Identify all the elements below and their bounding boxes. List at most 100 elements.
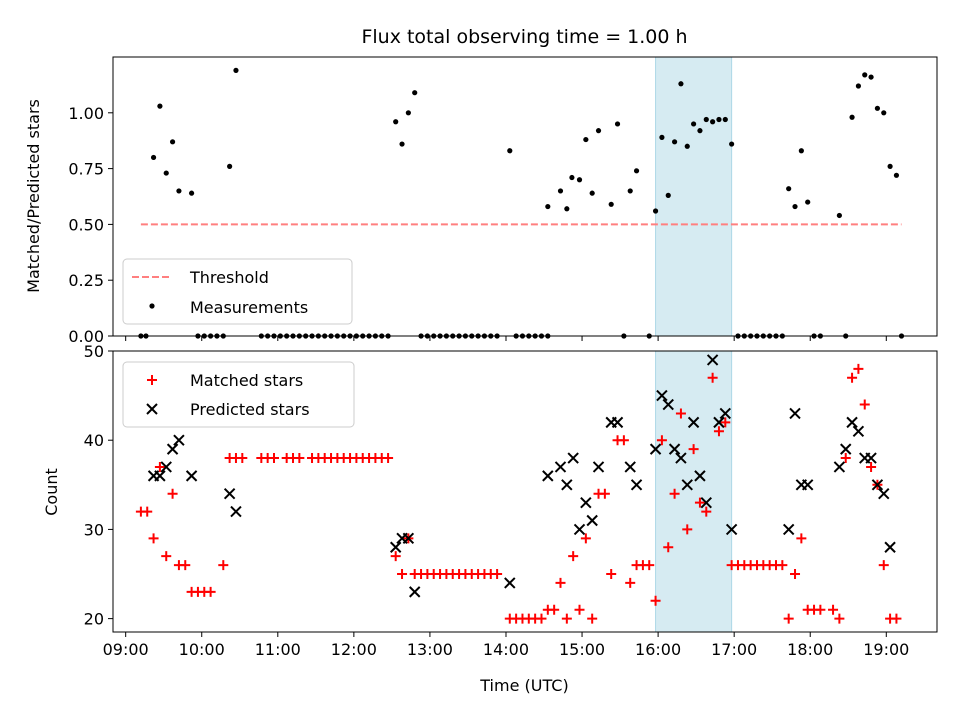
x-tick-label: 16:00 — [635, 640, 681, 659]
data-point — [606, 569, 617, 580]
data-point — [557, 188, 564, 194]
data-point — [163, 170, 169, 176]
data-point — [611, 416, 624, 429]
data-point — [700, 496, 712, 509]
legend-swatch-matched — [147, 375, 157, 385]
legend: Matched stars Predicted stars — [122, 361, 355, 428]
data-point — [576, 177, 583, 183]
data-point — [675, 408, 686, 419]
data-point — [583, 136, 589, 143]
y-tick-label: 1.00 — [68, 104, 104, 123]
series-matched-stars — [135, 363, 902, 624]
data-point — [587, 613, 598, 624]
legend-label-measurements: Measurements — [190, 298, 308, 317]
data-point — [169, 139, 176, 145]
axes-frame — [112, 56, 938, 337]
data-point — [624, 461, 636, 473]
data-point — [504, 577, 516, 589]
data-point — [713, 426, 724, 437]
data-point — [142, 506, 153, 517]
data-point — [652, 208, 659, 214]
data-point — [684, 143, 690, 149]
data-point — [268, 453, 279, 464]
data-point — [834, 613, 845, 624]
data-point — [682, 524, 693, 535]
data-point — [389, 541, 402, 553]
data-point — [796, 533, 807, 544]
top-panel: 0.00 0.25 0.50 0.75 1.00 Threshold Measurement… — [68, 56, 938, 346]
data-point — [167, 488, 178, 499]
series-predicted-stars — [147, 354, 896, 598]
data-point — [586, 514, 598, 527]
data-point — [694, 497, 705, 508]
data-point — [687, 416, 700, 429]
x-tick-label: 19:00 — [863, 640, 909, 659]
data-point — [237, 453, 248, 464]
data-point — [233, 67, 239, 73]
data-point — [157, 103, 163, 109]
data-point — [409, 586, 421, 598]
data-point — [786, 186, 792, 192]
data-point — [675, 452, 687, 464]
bottom-panel: 20 30 40 50 09:00 10:00 11:00 12:00 13:00 14:00 15… — [84, 342, 938, 659]
data-point — [859, 399, 870, 410]
data-point — [716, 116, 722, 123]
data-point — [561, 613, 572, 624]
data-point — [618, 435, 629, 446]
data-point — [852, 425, 865, 437]
data-point — [568, 551, 579, 562]
data-point — [614, 121, 621, 127]
data-point — [599, 488, 610, 499]
y-tick-label: 50 — [84, 342, 104, 361]
data-point — [815, 604, 826, 615]
data-point — [878, 560, 889, 571]
data-point — [865, 452, 877, 464]
data-point — [397, 569, 408, 580]
legend-label-predicted: Predicted stars — [190, 400, 310, 419]
data-point — [536, 613, 547, 624]
data-point — [223, 488, 236, 500]
data-point — [412, 90, 418, 96]
data-point — [783, 613, 794, 624]
data-point — [507, 148, 513, 154]
data-point — [703, 116, 709, 123]
data-point — [176, 188, 182, 194]
x-tick-label: 09:00 — [103, 640, 149, 659]
data-point — [659, 134, 665, 140]
y-tick-label: 20 — [84, 610, 104, 629]
data-point — [719, 407, 732, 420]
data-point — [792, 203, 798, 210]
data-point — [710, 119, 716, 125]
data-point — [580, 533, 591, 544]
data-point — [671, 139, 678, 145]
data-point — [790, 569, 801, 580]
data-point — [866, 461, 877, 472]
data-point — [694, 470, 706, 482]
data-point — [862, 72, 868, 78]
data-point — [846, 416, 858, 429]
x-tick-label: 18:00 — [787, 640, 833, 659]
data-point — [662, 398, 674, 411]
data-point — [554, 461, 567, 473]
y-tick-label: 0.25 — [68, 271, 104, 290]
data-point — [630, 479, 643, 491]
data-point — [789, 407, 801, 420]
data-point — [595, 128, 602, 134]
data-point — [589, 190, 595, 196]
data-point — [161, 551, 172, 562]
data-point — [833, 461, 846, 473]
x-tick-label: 12:00 — [331, 640, 377, 659]
data-point — [644, 560, 655, 571]
data-point — [878, 488, 890, 500]
data-point — [881, 110, 887, 116]
data-point — [798, 148, 804, 154]
data-point — [569, 174, 575, 181]
data-point — [383, 453, 394, 464]
data-point — [549, 604, 560, 615]
legend-swatch-predicted — [146, 403, 158, 415]
data-point — [649, 443, 662, 455]
data-point — [891, 613, 902, 624]
data-point — [884, 541, 896, 553]
data-point — [681, 479, 693, 491]
data-point — [180, 560, 191, 571]
